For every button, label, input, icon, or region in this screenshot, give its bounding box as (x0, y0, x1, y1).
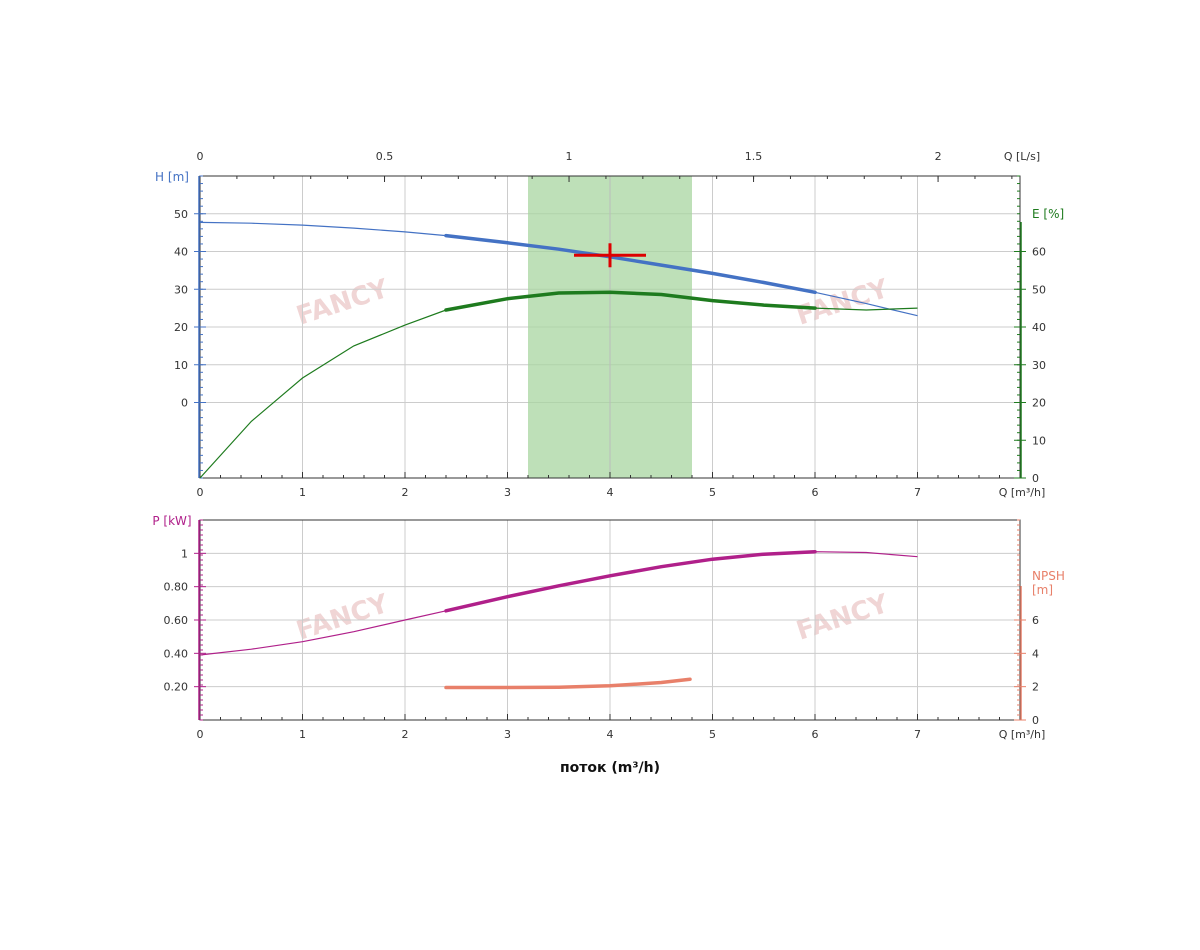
y-right-tick-label: 10 (1032, 434, 1046, 447)
y-right-tick-label: 50 (1032, 283, 1046, 296)
x-axis-label: Q [m³/h] (999, 486, 1046, 499)
fancy-watermark: FANCY (793, 274, 893, 332)
top-x-tick-label: 2 (935, 150, 942, 163)
y-left-tick-label: 0.60 (164, 614, 189, 627)
y-left-tick-label: 10 (174, 359, 188, 372)
x-tick-label: 1 (299, 486, 306, 499)
y-left-tick-label: 0 (181, 397, 188, 410)
y-right-tick-label: 40 (1032, 321, 1046, 334)
x-tick-label: 4 (607, 486, 614, 499)
y-left-tick-label: 50 (174, 208, 188, 221)
y-left-tick-label: 1 (181, 547, 188, 560)
y-left-tick-label: 40 (174, 246, 188, 259)
y-left-tick-label: 0.40 (164, 647, 189, 660)
x-tick-label: 7 (914, 728, 921, 741)
y-right-axis-label: [m] (1032, 583, 1053, 597)
y-right-tick-label: 30 (1032, 359, 1046, 372)
top-x-tick-label: 0.5 (376, 150, 394, 163)
x-tick-label: 6 (812, 486, 819, 499)
y-left-tick-label: 0.80 (164, 581, 189, 594)
y-right-tick-label: 4 (1032, 647, 1039, 660)
fancy-watermark: FANCY (293, 274, 393, 332)
x-tick-label: 5 (709, 486, 716, 499)
y-right-tick-label: 20 (1032, 397, 1046, 410)
x-tick-label: 5 (709, 728, 716, 741)
series-line-bold (444, 677, 692, 690)
y-left-tick-label: 30 (174, 283, 188, 296)
y-right-tick-label: 6 (1032, 614, 1039, 627)
y-left-axis-label: H [m] (155, 170, 189, 184)
series-line-bold (444, 290, 817, 312)
x-tick-label: 1 (299, 728, 306, 741)
y-left-axis-label: P [kW] (152, 514, 191, 528)
y-right-axis-label: NPSH (1032, 569, 1065, 583)
top-x-tick-label: 1.5 (745, 150, 763, 163)
series-line-bold (444, 549, 817, 613)
top-x-tick-label: 1 (566, 150, 573, 163)
x-tick-label: 2 (402, 728, 409, 741)
x-tick-label: 2 (402, 486, 409, 499)
x-tick-label: 7 (914, 486, 921, 499)
y-right-tick-label: 0 (1032, 714, 1039, 727)
y-right-tick-label: 2 (1032, 681, 1039, 694)
x-tick-label: 3 (504, 728, 511, 741)
x-tick-label: 0 (197, 728, 204, 741)
power-npsh-panel: 0 1 2 3 4 5 6 7 Q [m³/h] 0.20 0.40 0.60 0.80 1 P [kW] 0… (152, 514, 1064, 741)
top-x-tick-label: 0 (197, 150, 204, 163)
x-tick-label: 4 (607, 728, 614, 741)
x-tick-label: 3 (504, 486, 511, 499)
top-x-axis-label: Q [L/s] (1004, 150, 1040, 163)
y-left-tick-label: 20 (174, 321, 188, 334)
y-right-tick-label: 60 (1032, 246, 1046, 259)
x-tick-label: 0 (197, 486, 204, 499)
x-axis-title: поток (m³/h) (560, 760, 660, 776)
fancy-watermark: FANCY (793, 589, 893, 647)
y-right-tick-label: 0 (1032, 472, 1039, 485)
y-left-tick-label: 0.20 (164, 681, 189, 694)
x-axis-label: Q [m³/h] (999, 728, 1046, 741)
fancy-watermark: FANCY (293, 589, 393, 647)
series-line-bold (444, 233, 817, 295)
x-tick-label: 6 (812, 728, 819, 741)
y-right-axis-label: E [%] (1032, 207, 1064, 221)
